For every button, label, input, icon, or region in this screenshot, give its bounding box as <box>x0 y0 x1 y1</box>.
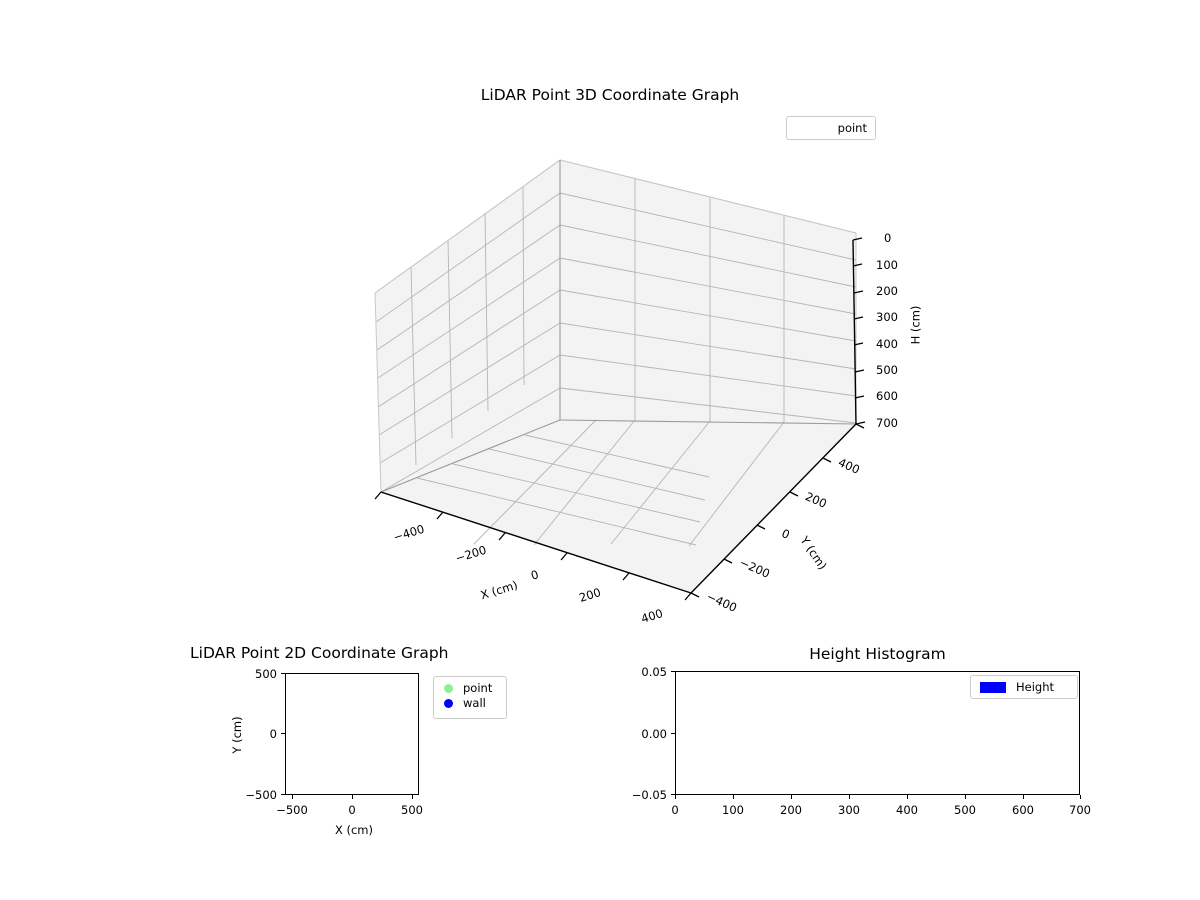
axis-hist-x-tickmark <box>907 795 909 799</box>
axis-2d-y-tick: 0 <box>269 727 277 741</box>
axis-3d-z-tick: 300 <box>876 310 898 324</box>
axis-2d-y-tickmark <box>281 794 285 796</box>
axis-2d-y-tick: 500 <box>255 667 277 681</box>
axis-2d-x-tick: 500 <box>401 803 423 817</box>
panel-histogram-title: Height Histogram <box>809 645 946 663</box>
axis-3d-z-tick: 100 <box>876 258 898 272</box>
axis-hist-x-tickmark <box>965 795 967 799</box>
axis-hist-x-tickmark <box>675 795 677 799</box>
scatter-marker-icon <box>797 126 804 133</box>
axis-hist-x-tick: 200 <box>780 803 802 817</box>
circle-marker-icon <box>444 698 453 708</box>
axis-3d-z-tick: 600 <box>876 389 898 403</box>
circle-marker-icon <box>444 683 453 693</box>
axes-2d-frame[interactable] <box>285 673 419 795</box>
axis-2d-x-tick: −500 <box>276 803 308 817</box>
axis-3d-z-tick: 700 <box>876 416 898 430</box>
axis-hist-x-tick: 300 <box>838 803 860 817</box>
panel-2d: LiDAR Point 2D Coordinate Graph 500 0 −5… <box>190 636 540 856</box>
axis-2d-x-label: X (cm) <box>334 823 374 837</box>
axis-3d-z-tick: 0 <box>884 231 892 245</box>
axis-2d-y-tickmark <box>281 673 285 675</box>
panel-3d: LiDAR Point 3D Coordinate Graph <box>300 70 923 630</box>
axis-hist-x-tickmark <box>791 795 793 799</box>
axis-hist-y-tick: 0.00 <box>641 727 667 741</box>
legend-2d-label: point <box>463 681 493 695</box>
axis-hist-x-tickmark <box>849 795 851 799</box>
panel-3d-title: LiDAR Point 3D Coordinate Graph <box>480 86 740 104</box>
axis-hist-x-tick: 0 <box>671 803 679 817</box>
axis-hist-x-tick: 600 <box>1012 803 1034 817</box>
legend-2d-entry-point[interactable]: point <box>434 677 506 695</box>
axis-3d-z-tick: 200 <box>876 284 898 298</box>
legend-2d-entry-wall[interactable]: wall <box>434 695 506 710</box>
axis-hist-x-tick: 100 <box>722 803 744 817</box>
axis-hist-y-tick: 0.05 <box>641 665 667 679</box>
legend-3d[interactable]: point <box>786 116 876 140</box>
axis-3d-z-label: H (cm) <box>908 305 923 345</box>
axis-2d-x-tickmark <box>352 795 354 799</box>
axis-hist-y-tickmark <box>671 794 675 796</box>
axis-hist-y-tickmark <box>671 733 675 735</box>
axis-hist-x-tickmark <box>1080 795 1082 799</box>
axis-hist-x-tick: 400 <box>896 803 918 817</box>
axis-hist-x-tickmark <box>1023 795 1025 799</box>
legend-histogram[interactable]: Height <box>970 675 1078 699</box>
panel-2d-title: LiDAR Point 2D Coordinate Graph <box>190 644 449 662</box>
axis-hist-x-tickmark <box>733 795 735 799</box>
axis-2d-y-tickmark <box>281 733 285 735</box>
axis-2d-x-tick: 0 <box>348 803 356 817</box>
axis-hist-x-tick: 700 <box>1069 803 1091 817</box>
legend-histogram-label: Height <box>1016 680 1055 694</box>
axis-hist-y-tick: −0.05 <box>631 788 667 802</box>
axis-3d-z-tick: 500 <box>876 363 898 377</box>
axis-hist-x-tick: 500 <box>954 803 976 817</box>
panel-histogram: Height Histogram 0.05 0.00 −0.05 0 100 2… <box>600 636 1120 856</box>
axis-3d-z-tick: 400 <box>876 337 898 351</box>
axis-hist-y-tickmark <box>671 671 675 673</box>
legend-3d-entry-point[interactable]: point <box>787 117 875 139</box>
axes-3d <box>374 159 866 601</box>
axis-2d-y-label: Y (cm) <box>230 716 244 754</box>
axis-2d-x-tickmark <box>412 795 414 799</box>
legend-2d-label: wall <box>463 696 486 710</box>
legend-3d-label: point <box>837 121 867 135</box>
axis-2d-y-tick: −500 <box>245 788 277 802</box>
legend-2d[interactable]: point wall <box>433 676 507 719</box>
axis-2d-x-tickmark <box>292 795 294 799</box>
legend-histogram-entry-height[interactable]: Height <box>971 676 1077 698</box>
bar-patch-icon <box>980 681 1006 693</box>
